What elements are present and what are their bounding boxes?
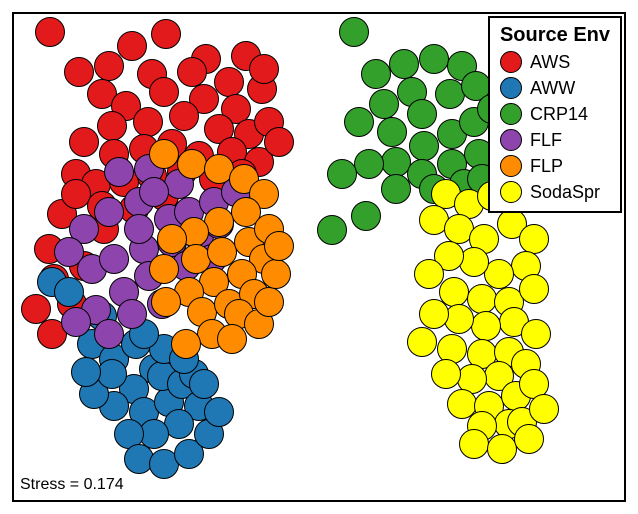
legend-swatch <box>500 77 522 99</box>
point-marker <box>99 244 129 274</box>
point-marker <box>264 231 294 261</box>
stress-annotation: Stress = 0.174 <box>20 476 124 494</box>
point-marker <box>521 319 551 349</box>
point-marker <box>64 57 94 87</box>
scatter-chart: Source Env AWS AWW CRP14 FLF FLP SodaSpr Stress… <box>0 0 638 514</box>
point-marker <box>419 299 449 329</box>
point-marker <box>487 434 517 464</box>
point-marker <box>217 324 247 354</box>
legend-swatch <box>500 129 522 151</box>
legend-item: FLP <box>500 155 610 177</box>
legend-item: FLF <box>500 129 610 151</box>
point-marker <box>354 149 384 179</box>
point-marker <box>519 224 549 254</box>
legend-title: Source Env <box>500 24 610 47</box>
point-marker <box>124 214 154 244</box>
point-marker <box>157 224 187 254</box>
legend-label: AWS <box>530 52 570 73</box>
legend-label: SodaSpr <box>530 182 600 203</box>
legend-label: AWW <box>530 78 575 99</box>
legend-swatch <box>500 155 522 177</box>
point-marker <box>71 357 101 387</box>
legend-label: FLF <box>530 130 562 151</box>
point-marker <box>377 117 407 147</box>
plot-area: Source Env AWS AWW CRP14 FLF FLP SodaSpr Stress… <box>12 12 626 502</box>
point-marker <box>471 311 501 341</box>
point-marker <box>94 51 124 81</box>
legend-swatch <box>500 103 522 125</box>
legend-item: AWS <box>500 51 610 73</box>
point-marker <box>177 57 207 87</box>
point-marker <box>514 424 544 454</box>
point-marker <box>133 107 163 137</box>
legend-swatch <box>500 51 522 73</box>
point-marker <box>529 394 559 424</box>
point-marker <box>389 49 419 79</box>
point-marker <box>69 127 99 157</box>
point-marker <box>459 429 489 459</box>
point-marker <box>317 215 347 245</box>
legend-item: AWW <box>500 77 610 99</box>
point-marker <box>117 31 147 61</box>
point-marker <box>431 359 461 389</box>
point-marker <box>467 284 497 314</box>
point-marker <box>369 89 399 119</box>
point-marker <box>361 59 391 89</box>
point-marker <box>261 259 291 289</box>
point-marker <box>94 197 124 227</box>
legend: Source Env AWS AWW CRP14 FLF FLP SodaSpr <box>488 16 622 213</box>
point-marker <box>351 201 381 231</box>
point-marker <box>327 159 357 189</box>
point-marker <box>151 287 181 317</box>
point-marker <box>339 17 369 47</box>
point-marker <box>409 131 439 161</box>
point-marker <box>54 277 84 307</box>
point-marker <box>97 359 127 389</box>
point-marker <box>149 254 179 284</box>
point-marker <box>381 174 411 204</box>
point-marker <box>149 139 179 169</box>
point-marker <box>149 77 179 107</box>
point-marker <box>97 111 127 141</box>
point-marker <box>117 299 147 329</box>
point-marker <box>249 54 279 84</box>
point-marker <box>214 67 244 97</box>
point-marker <box>151 19 181 49</box>
point-marker <box>104 157 134 187</box>
point-marker <box>61 307 91 337</box>
point-marker <box>419 44 449 74</box>
point-marker <box>344 107 374 137</box>
point-marker <box>254 287 284 317</box>
point-marker <box>407 327 437 357</box>
point-marker <box>139 177 169 207</box>
point-marker <box>169 101 199 131</box>
point-marker <box>264 127 294 157</box>
point-marker <box>177 149 207 179</box>
point-marker <box>35 17 65 47</box>
point-marker <box>519 274 549 304</box>
point-marker <box>407 99 437 129</box>
point-marker <box>444 304 474 334</box>
point-marker <box>171 329 201 359</box>
point-marker <box>189 369 219 399</box>
legend-item: CRP14 <box>500 103 610 125</box>
legend-item: SodaSpr <box>500 181 610 203</box>
legend-label: FLP <box>530 156 563 177</box>
point-marker <box>204 397 234 427</box>
legend-label: CRP14 <box>530 104 588 125</box>
legend-swatch <box>500 181 522 203</box>
